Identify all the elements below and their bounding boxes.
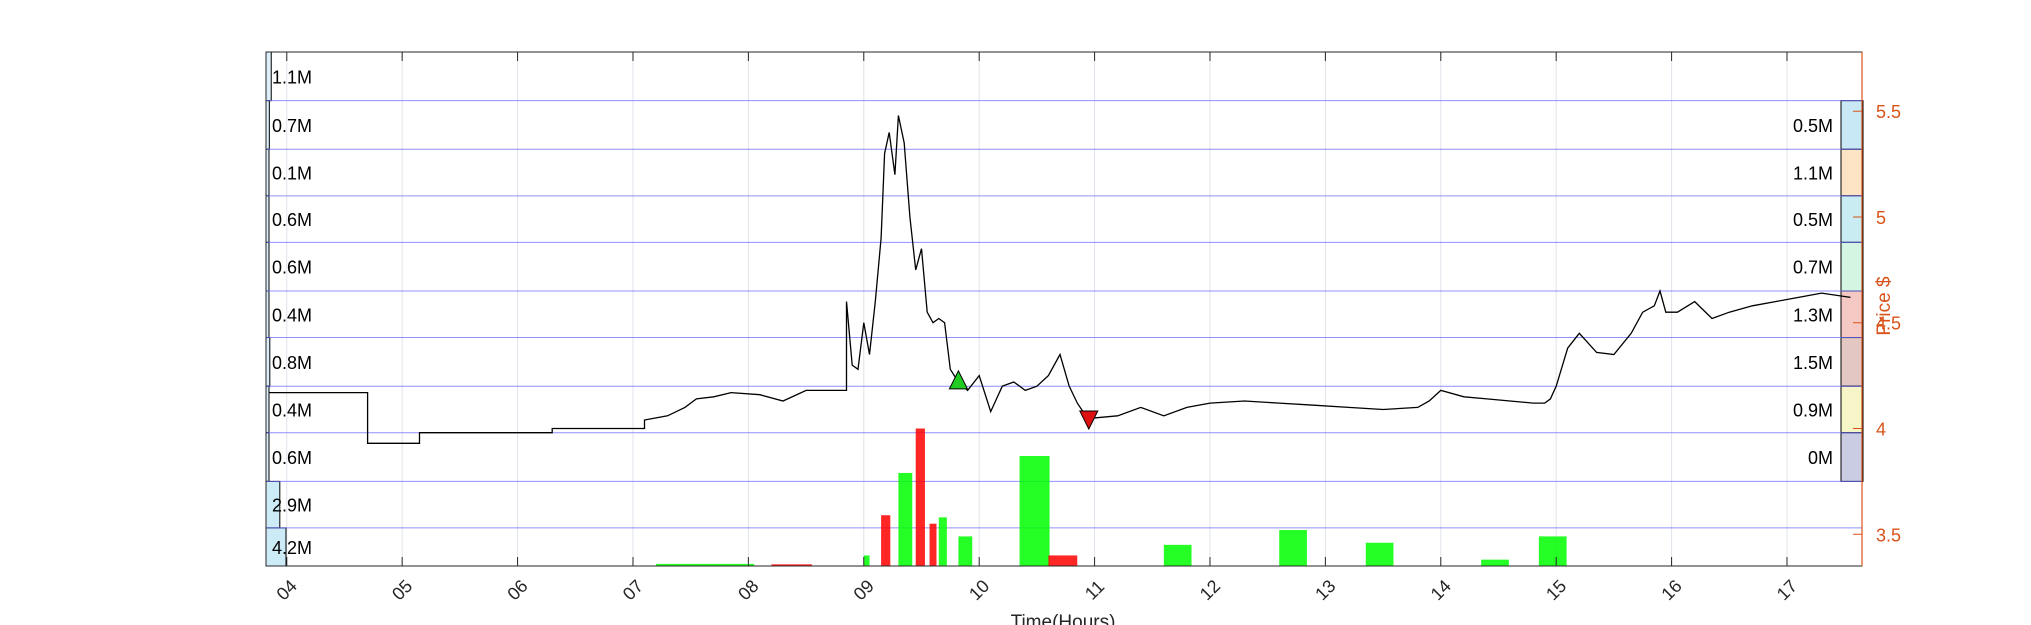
volume-bar-6 <box>929 523 937 566</box>
vp-left-label-9: 2.9M <box>272 496 312 516</box>
sell-marker-1 <box>1079 410 1099 431</box>
volume-bar-10 <box>1048 555 1078 566</box>
y-tick-label-1: 4 <box>1876 420 1886 440</box>
y-axis-title: Price $ <box>1874 276 1895 336</box>
volume-bar-9 <box>1019 456 1050 566</box>
vp-right-box-4 <box>1840 290 1864 339</box>
y-tick-label-0: 3.5 <box>1876 525 1901 545</box>
trade-markers <box>948 369 1099 431</box>
vp-right-label-5: 1.5M <box>1793 353 1833 373</box>
grid-lines <box>286 52 1788 566</box>
vp-right-box-0 <box>1840 100 1864 150</box>
vp-right-label-0: 0.5M <box>1793 116 1833 136</box>
volume-bar-14 <box>1481 559 1509 566</box>
volume-bar-1 <box>771 564 812 567</box>
price-line <box>269 115 1851 444</box>
vp-left-label-10: 4.2M <box>272 538 312 558</box>
vp-left-label-2: 0.1M <box>272 164 312 184</box>
vp-right-label-3: 0.7M <box>1793 258 1833 278</box>
volume-bar-5 <box>915 428 925 566</box>
y-tick-label-2: 4.5 <box>1876 314 1901 334</box>
volume-bar-15 <box>1538 536 1567 566</box>
volume-bar-11 <box>1163 544 1192 566</box>
volume-bar-8 <box>958 536 973 566</box>
vp-right-box-7 <box>1840 432 1864 482</box>
vp-right-box-5 <box>1840 337 1864 387</box>
vp-left-label-4: 0.6M <box>272 258 312 278</box>
vp-right-box-1 <box>1840 148 1864 197</box>
volume-bar-7 <box>938 517 947 566</box>
vp-left-label-6: 0.8M <box>272 353 312 373</box>
vp-left-label-1: 0.7M <box>272 116 312 136</box>
volume-bar-2 <box>863 555 870 566</box>
vp-right-label-7: 0M <box>1808 448 1833 468</box>
vp-left-label-3: 0.6M <box>272 210 312 230</box>
right-y-axis: 3.5 4 4.5 5 5.5 <box>1853 102 1901 545</box>
vp-left-label-5: 0.4M <box>272 305 312 325</box>
vp-right-label-1: 1.1M <box>1793 164 1833 184</box>
volume-profile-right-labels: 0.5M 1.1M 0.5M 0.7M 1.3M 1.5M 0.9M 0M <box>1793 116 1833 468</box>
vp-right-box-6 <box>1840 385 1864 434</box>
vp-left-box-6 <box>265 337 271 387</box>
volume-profile-right <box>1840 100 1864 482</box>
vp-left-label-7: 0.4M <box>272 400 312 420</box>
vp-left-label-0: 1.1M <box>272 67 312 87</box>
vp-right-box-3 <box>1840 241 1864 292</box>
volume-bars <box>656 428 1567 567</box>
y-tick-label-3: 5 <box>1876 208 1886 228</box>
vp-right-label-4: 1.3M <box>1793 305 1833 325</box>
volume-bar-3 <box>881 515 891 566</box>
volume-bar-12 <box>1279 530 1307 566</box>
x-axis-title: Time(Hours) <box>1011 612 1116 625</box>
vp-right-label-2: 0.5M <box>1793 210 1833 230</box>
volume-bar-4 <box>898 472 913 566</box>
plot-frame <box>265 51 1863 567</box>
buy-marker-0 <box>948 369 969 390</box>
vp-right-label-6: 0.9M <box>1793 400 1833 420</box>
y-tick-label-4: 5.5 <box>1876 102 1901 122</box>
vp-left-label-8: 0.6M <box>272 448 312 468</box>
vp-right-box-2 <box>1840 195 1864 243</box>
volume-bar-0 <box>656 563 755 566</box>
price-series <box>269 115 1851 444</box>
volume-profile-left-labels: 1.1M 0.7M 0.1M 0.6M 0.6M 0.4M 0.8M 0.4M 0.6M 2.9M… <box>272 67 312 558</box>
vp-left-box-0 <box>265 51 272 102</box>
volume-bar-13 <box>1365 542 1394 566</box>
